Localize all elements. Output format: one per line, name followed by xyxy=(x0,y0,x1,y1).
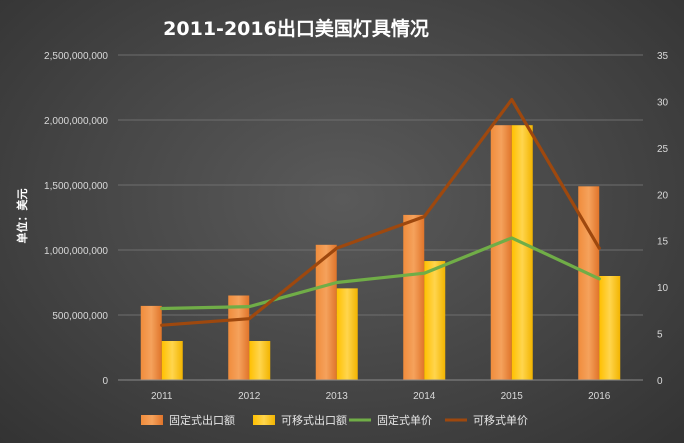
y-left-tick-label: 0 xyxy=(102,376,108,387)
legend-swatch-固定式出口额 xyxy=(141,415,163,425)
legend: 固定式出口额 可移式出口额 固定式单价 可移式单价 xyxy=(141,413,528,427)
y-right-tick-label: 30 xyxy=(657,97,669,108)
y-right-tick-label: 25 xyxy=(657,144,669,155)
bar-可移式出口额-2015 xyxy=(511,125,533,380)
axes: 0 500,000,000 1,000,000,000 1,500,000,000 2,… xyxy=(44,51,669,402)
chart-title: 2011-2016出口美国灯具情况 xyxy=(163,17,429,40)
legend-label: 固定式单价 xyxy=(377,413,432,427)
bar-可移式出口额-2012 xyxy=(249,341,271,380)
y-left-tick-label: 2,500,000,000 xyxy=(44,51,108,62)
x-tick-label: 2012 xyxy=(238,391,261,402)
x-tick-label: 2016 xyxy=(588,391,611,402)
x-tick-label: 2014 xyxy=(413,391,436,402)
y-right-tick-label: 10 xyxy=(657,283,669,294)
y-right-tick-label: 20 xyxy=(657,190,669,201)
bar-固定式出口额-2016 xyxy=(578,186,600,380)
bar-可移式出口额-2014 xyxy=(424,261,446,380)
x-tick-label: 2015 xyxy=(501,391,524,402)
y-left-tick-label: 1,500,000,000 xyxy=(44,181,108,192)
line-固定式单价 xyxy=(160,236,601,311)
x-tick-label: 2013 xyxy=(326,391,349,402)
y-right-tick-label: 35 xyxy=(657,51,669,62)
legend-label: 可移式出口额 xyxy=(281,413,347,427)
y-left-tick-label: 1,000,000,000 xyxy=(44,246,108,257)
bar-固定式出口额-2015 xyxy=(490,125,512,380)
bar-可移式出口额-2016 xyxy=(599,276,621,380)
line-series xyxy=(160,97,601,327)
line-可移式单价 xyxy=(160,97,601,327)
legend-label: 固定式出口额 xyxy=(169,413,235,427)
y-axis-label: 单位：美元 xyxy=(15,189,29,244)
y-left-tick-label: 500,000,000 xyxy=(52,311,108,322)
bar-固定式出口额-2012 xyxy=(228,295,250,380)
bar-固定式出口额-2011 xyxy=(140,305,162,380)
legend-swatch-可移式出口额 xyxy=(253,415,275,425)
y-right-tick-label: 0 xyxy=(657,376,663,387)
bar-可移式出口额-2011 xyxy=(161,341,183,380)
legend-label: 可移式单价 xyxy=(473,414,528,427)
gridlines xyxy=(118,54,643,316)
y-right-tick-label: 5 xyxy=(657,330,663,341)
y-right-tick-label: 15 xyxy=(657,237,669,248)
bar-固定式出口额-2013 xyxy=(315,244,337,380)
x-tick-label: 2011 xyxy=(151,391,173,402)
bar-固定式出口额-2014 xyxy=(403,214,425,380)
bar-可移式出口额-2013 xyxy=(336,288,358,380)
y-left-tick-label: 2,000,000,000 xyxy=(44,116,108,127)
bar-series xyxy=(140,125,621,380)
